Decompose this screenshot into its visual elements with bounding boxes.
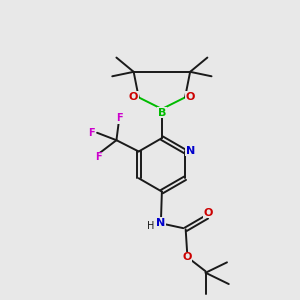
Text: O: O [129, 92, 138, 102]
Text: F: F [95, 152, 102, 162]
Text: N: N [156, 218, 166, 228]
Text: B: B [158, 108, 166, 118]
Text: O: O [204, 208, 213, 218]
Text: F: F [116, 113, 122, 123]
Text: O: O [182, 252, 192, 262]
Text: H: H [147, 221, 155, 231]
Text: F: F [88, 128, 95, 138]
Text: N: N [186, 146, 195, 156]
Text: O: O [186, 92, 195, 102]
